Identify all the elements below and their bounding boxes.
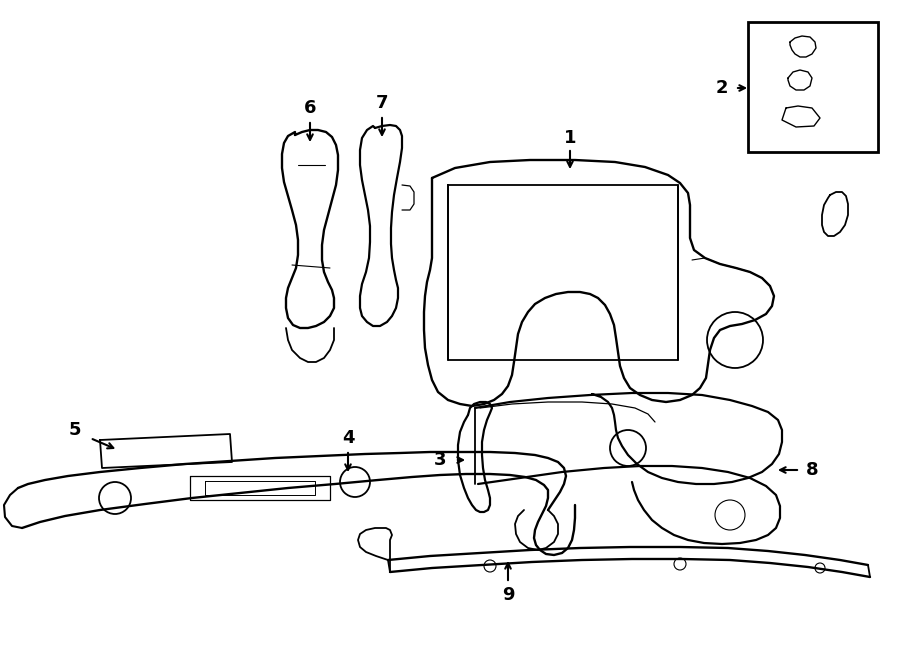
Text: 8: 8 — [806, 461, 818, 479]
Text: 4: 4 — [342, 429, 355, 447]
Bar — [748, 22, 878, 152]
Text: 1: 1 — [563, 129, 576, 147]
Text: 2: 2 — [716, 79, 728, 97]
Text: 3: 3 — [434, 451, 446, 469]
Text: 5: 5 — [68, 421, 81, 439]
Text: 7: 7 — [376, 94, 388, 112]
Text: 6: 6 — [304, 99, 316, 117]
Text: 9: 9 — [502, 586, 514, 604]
